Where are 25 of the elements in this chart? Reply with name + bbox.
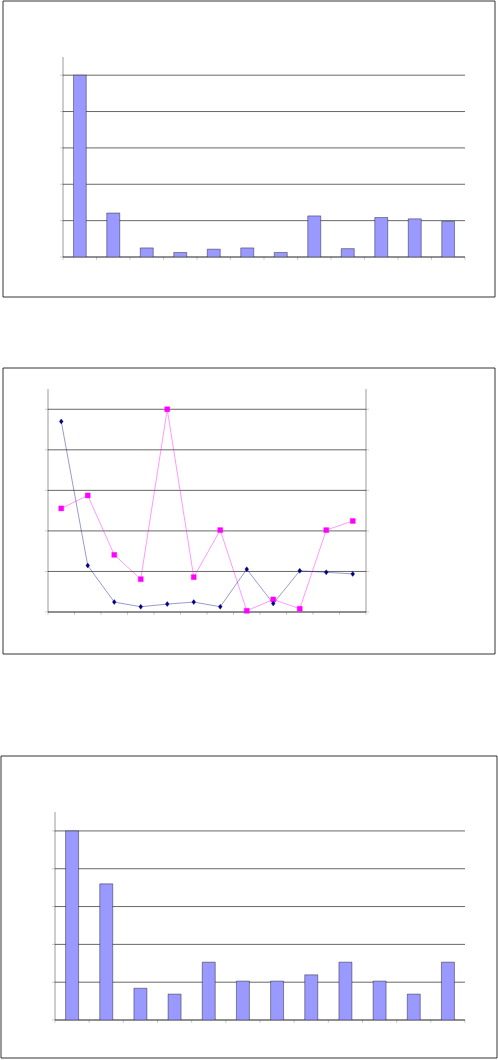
point	[191, 574, 197, 580]
point	[138, 604, 143, 610]
point	[111, 552, 117, 558]
point	[297, 568, 302, 574]
point	[244, 566, 249, 572]
point	[218, 604, 223, 610]
point	[271, 600, 276, 607]
point	[138, 576, 144, 582]
point	[350, 571, 355, 577]
point	[297, 606, 303, 612]
bar	[73, 74, 87, 257]
point	[59, 418, 64, 425]
point	[244, 608, 250, 614]
point	[165, 601, 170, 607]
point	[350, 518, 356, 524]
point	[85, 492, 91, 499]
point	[323, 527, 329, 533]
point	[191, 599, 196, 605]
point	[217, 527, 223, 533]
point	[112, 599, 117, 605]
bar	[408, 218, 422, 257]
point	[58, 505, 64, 512]
point	[164, 406, 170, 412]
point	[85, 562, 90, 569]
point	[324, 569, 329, 575]
